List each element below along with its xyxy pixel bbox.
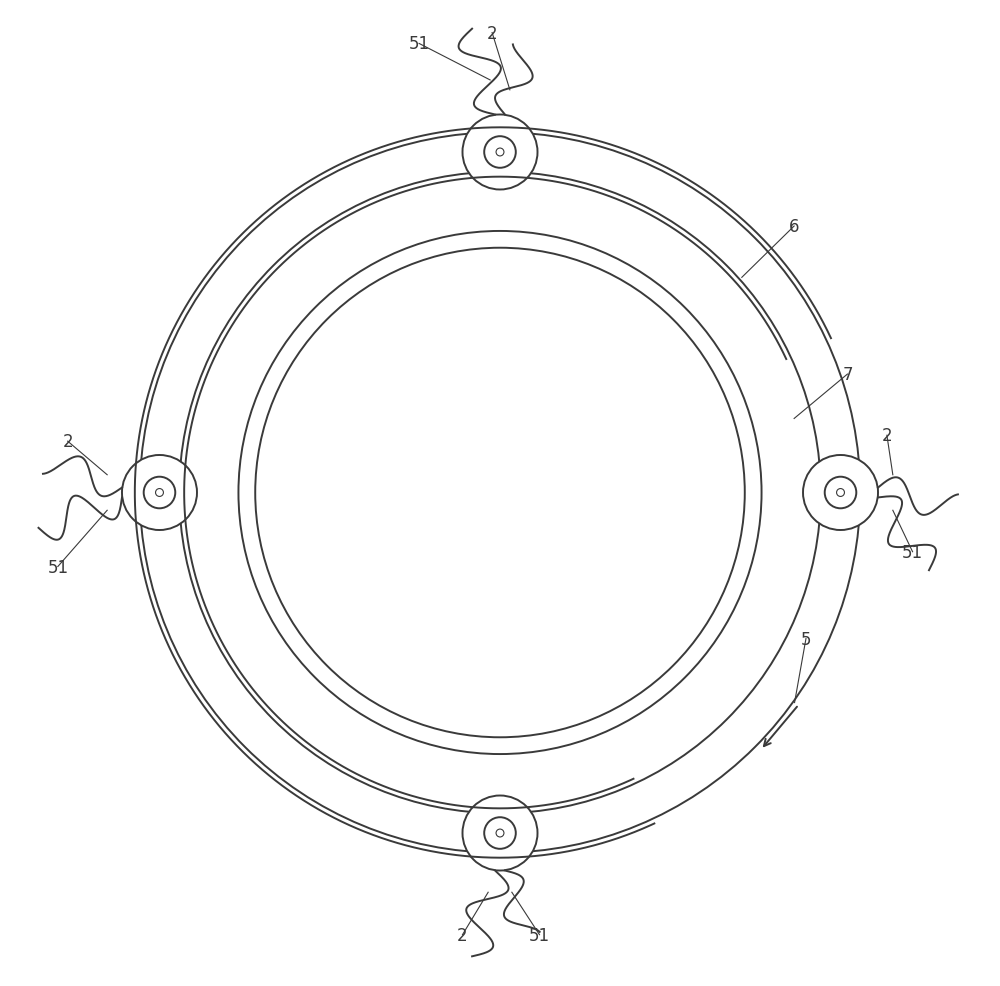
- Circle shape: [484, 817, 516, 849]
- Text: 51: 51: [409, 35, 430, 53]
- Circle shape: [825, 477, 856, 509]
- Text: 2: 2: [487, 25, 497, 42]
- Circle shape: [484, 137, 516, 169]
- Text: 2: 2: [457, 926, 468, 944]
- Circle shape: [803, 456, 878, 530]
- Text: 51: 51: [529, 926, 550, 944]
- Text: 51: 51: [47, 558, 68, 576]
- Circle shape: [462, 115, 538, 190]
- Circle shape: [144, 477, 175, 509]
- Text: 6: 6: [789, 218, 799, 236]
- Text: 2: 2: [882, 427, 892, 445]
- Circle shape: [462, 796, 538, 871]
- Text: 51: 51: [902, 543, 923, 561]
- Text: 2: 2: [62, 433, 73, 451]
- Circle shape: [122, 456, 197, 530]
- Text: 7: 7: [842, 366, 853, 384]
- Text: 5: 5: [801, 630, 811, 648]
